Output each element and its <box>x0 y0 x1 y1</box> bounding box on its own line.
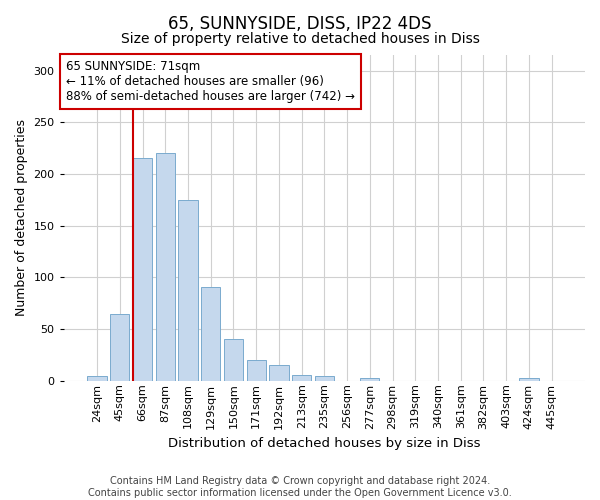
Bar <box>247 360 266 381</box>
Bar <box>269 366 289 381</box>
Bar <box>314 376 334 381</box>
Bar <box>519 378 539 381</box>
Bar <box>360 378 379 381</box>
Text: Contains HM Land Registry data © Crown copyright and database right 2024.
Contai: Contains HM Land Registry data © Crown c… <box>88 476 512 498</box>
Text: 65 SUNNYSIDE: 71sqm
← 11% of detached houses are smaller (96)
88% of semi-detach: 65 SUNNYSIDE: 71sqm ← 11% of detached ho… <box>67 60 355 103</box>
Text: 65, SUNNYSIDE, DISS, IP22 4DS: 65, SUNNYSIDE, DISS, IP22 4DS <box>168 15 432 33</box>
Bar <box>155 153 175 381</box>
Bar <box>88 376 107 381</box>
Bar <box>292 374 311 381</box>
Bar <box>133 158 152 381</box>
Bar <box>178 200 197 381</box>
Y-axis label: Number of detached properties: Number of detached properties <box>15 120 28 316</box>
Bar <box>224 340 243 381</box>
Bar <box>201 286 220 381</box>
Bar <box>110 314 130 381</box>
Text: Size of property relative to detached houses in Diss: Size of property relative to detached ho… <box>121 32 479 46</box>
X-axis label: Distribution of detached houses by size in Diss: Distribution of detached houses by size … <box>168 437 481 450</box>
